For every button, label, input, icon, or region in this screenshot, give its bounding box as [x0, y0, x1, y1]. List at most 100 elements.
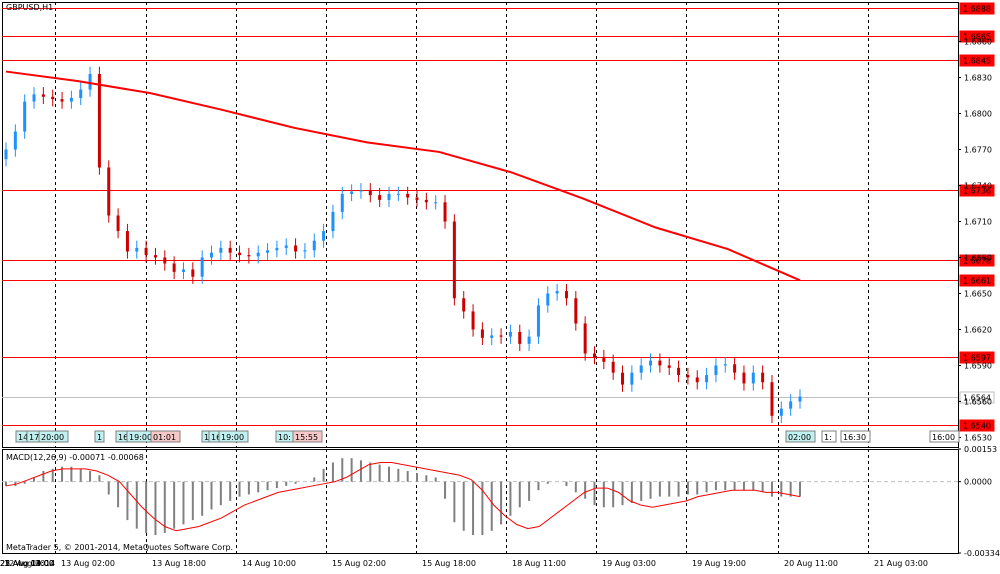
candle-body: [181, 269, 185, 272]
price-level-label: 1.6845: [963, 57, 991, 66]
candle-body: [555, 291, 559, 294]
macd-signal-line: [5, 461, 801, 532]
candle-body: [742, 372, 746, 384]
y-tick-label: 1.6860: [964, 38, 992, 47]
price-level-label: 1.6888: [963, 5, 991, 14]
y-tick-label: 1.6530: [964, 433, 992, 442]
candle-body: [770, 382, 774, 416]
candle-body: [303, 250, 307, 252]
candle-body: [247, 255, 251, 257]
candle-body: [294, 245, 298, 252]
candle-body: [378, 195, 382, 200]
time-tag-label: 1: [97, 433, 102, 442]
time-tag-label: 19:00: [129, 433, 152, 442]
price-level-tag: [959, 54, 995, 67]
price-level-label: 1.6736: [963, 187, 991, 196]
price-level-label: 1.6597: [963, 354, 991, 363]
candle-body: [228, 247, 232, 253]
candle-body: [191, 269, 195, 277]
candle-body: [630, 372, 634, 385]
candle-body: [387, 193, 391, 200]
candle-body: [649, 360, 653, 366]
candle-body: [611, 361, 615, 373]
price-level-label: 1.6865: [963, 33, 991, 42]
price-level-tag: [959, 254, 995, 267]
x-tick-label: 13 Aug 02:00: [61, 559, 115, 568]
candle-body: [677, 367, 681, 376]
price-level-label: 1.6540: [963, 422, 991, 431]
candle-body: [41, 94, 45, 97]
candle-body: [350, 191, 354, 194]
y-tick-label: 1.6590: [964, 361, 992, 370]
time-tag: [821, 430, 837, 443]
candle-body: [368, 190, 372, 196]
price-level-label: 1.6661: [963, 277, 991, 286]
candle-body: [266, 250, 270, 253]
candle-body: [88, 73, 92, 90]
y-tick-label: 1.6830: [964, 74, 992, 83]
time-tag-label: 16:00: [932, 433, 955, 442]
price-level-tag: [959, 184, 995, 197]
y-tick-label: 1.6710: [964, 218, 992, 227]
candle-body: [51, 96, 55, 100]
candle-body: [424, 199, 428, 203]
candle-body: [434, 202, 438, 204]
candle-body: [331, 211, 335, 232]
time-tag-label: 10:: [278, 433, 291, 442]
candle-body: [210, 252, 214, 258]
x-tick-label: 15 Aug 02:00: [332, 559, 386, 568]
candle-body: [13, 131, 17, 150]
candle-body: [761, 372, 765, 383]
x-tick-label: 21 Aug 03:00: [874, 559, 928, 568]
time-tag: [38, 430, 69, 443]
candle-body: [275, 247, 279, 251]
price-level-tag: [959, 391, 995, 404]
candle-body: [527, 336, 531, 344]
candle-body: [452, 221, 456, 299]
candle-body: [32, 94, 36, 102]
candle-body: [714, 365, 718, 376]
candle-body: [256, 252, 260, 257]
candle-body: [574, 298, 578, 324]
time-tag: [292, 430, 323, 443]
candle-body: [23, 101, 27, 132]
candle-body: [695, 377, 699, 383]
time-tag: [840, 430, 871, 443]
candle-body: [443, 202, 447, 222]
x-tick-label: 19 Aug 03:00: [602, 559, 656, 568]
time-tag-label: 02:00: [788, 433, 811, 442]
x-tick-label: 20 Aug 11:00: [784, 559, 838, 568]
candle-body: [667, 365, 671, 368]
candle-body: [340, 193, 344, 212]
y-tick-label: 1.6740: [964, 182, 992, 191]
x-tick-label: 12 Aug 2014: [4, 559, 55, 568]
y-tick-label: 1.6800: [964, 110, 992, 119]
price-level-label: 1.6678: [963, 257, 991, 266]
candle-body: [107, 167, 111, 216]
time-tag: [150, 430, 181, 443]
candle-body: [723, 364, 727, 366]
macd-title: MACD(12,26,9) -0.00071 -0.00068: [6, 453, 144, 462]
candle-body: [79, 89, 83, 98]
candle-body: [359, 190, 363, 192]
candle-body: [602, 357, 606, 362]
y-tick-label: 1.6680: [964, 253, 992, 262]
candle-body: [163, 257, 167, 264]
time-tag: [929, 430, 960, 443]
time-tag-label: 16: [118, 433, 128, 442]
candle-body: [322, 231, 326, 241]
price-level-label: 1.6564: [963, 394, 991, 403]
candle-body: [751, 372, 755, 384]
candle-body: [153, 255, 157, 258]
candle-body: [499, 335, 503, 337]
macd-panel-frame: [2, 449, 959, 554]
macd-y-tick-label: -0.00334: [964, 549, 1000, 558]
y-tick-label: 1.6770: [964, 146, 992, 155]
x-tick-label: 25 Aug 04:00: [0, 559, 54, 568]
x-tick-label: 15 Aug 18:00: [422, 559, 476, 568]
candle-body: [97, 73, 101, 168]
candle-body: [798, 396, 802, 402]
y-tick-label: 1.6560: [964, 397, 992, 406]
x-tick-label: 18 Aug 11:00: [512, 559, 566, 568]
